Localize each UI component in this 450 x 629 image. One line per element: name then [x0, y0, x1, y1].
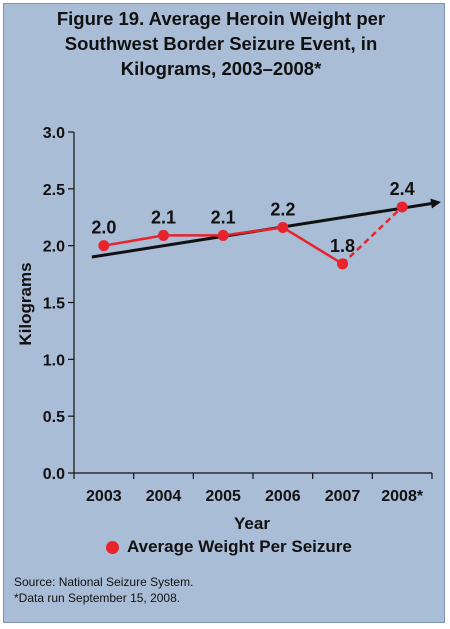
data-point [217, 229, 229, 241]
chart-title: Figure 19. Average Heroin Weight per Sou… [0, 6, 442, 81]
data-label: 2.1 [211, 207, 236, 227]
x-tick-label: 2005 [205, 488, 241, 505]
data-point [337, 258, 348, 270]
data-label: 2.4 [390, 179, 415, 199]
data-point [396, 201, 408, 213]
title-line-1: Figure 19. Average Heroin Weight per [56, 8, 386, 29]
y-tick-label: 1.5 [43, 296, 65, 313]
x-tick-label: 2006 [265, 488, 301, 505]
legend: Average Weight Per Seizure [106, 536, 352, 558]
y-tick-label: 0.0 [43, 466, 65, 483]
y-axis-title: Kilograms [16, 262, 35, 345]
legend-marker-icon [106, 540, 119, 554]
y-tick-label: 1.0 [43, 352, 65, 369]
data-point [158, 229, 169, 241]
x-axis-title: Year [234, 514, 270, 533]
x-tick-label: 2003 [86, 488, 122, 505]
y-tick-label: 0.5 [43, 409, 65, 426]
y-tick-label: 2.0 [43, 239, 65, 256]
y-tick-label: 2.5 [43, 182, 65, 199]
chart-panel [3, 3, 445, 623]
source-note: Source: National Seizure System. [14, 575, 194, 589]
x-tick-label: 2008* [381, 488, 424, 505]
series-line-dashed [341, 206, 404, 265]
data-label: 1.8 [330, 236, 355, 256]
footnote: *Data run September 15, 2008. [14, 591, 181, 605]
title-line-2: Southwest Border Seizure Event, in [64, 33, 378, 54]
data-label: 2.2 [270, 199, 295, 219]
notes: Source: National Seizure System. *Data r… [14, 574, 193, 606]
data-label: 2.1 [151, 207, 176, 227]
data-point [277, 221, 289, 233]
legend-label: Average Weight Per Seizure [127, 537, 352, 556]
x-tick-label: 2007 [325, 488, 361, 505]
x-tick-label: 2004 [146, 488, 182, 505]
title-line-3: Kilograms, 2003–2008* [120, 58, 322, 79]
data-label: 2.0 [91, 218, 116, 238]
y-tick-label: 3.0 [43, 125, 65, 142]
data-point [98, 240, 110, 252]
